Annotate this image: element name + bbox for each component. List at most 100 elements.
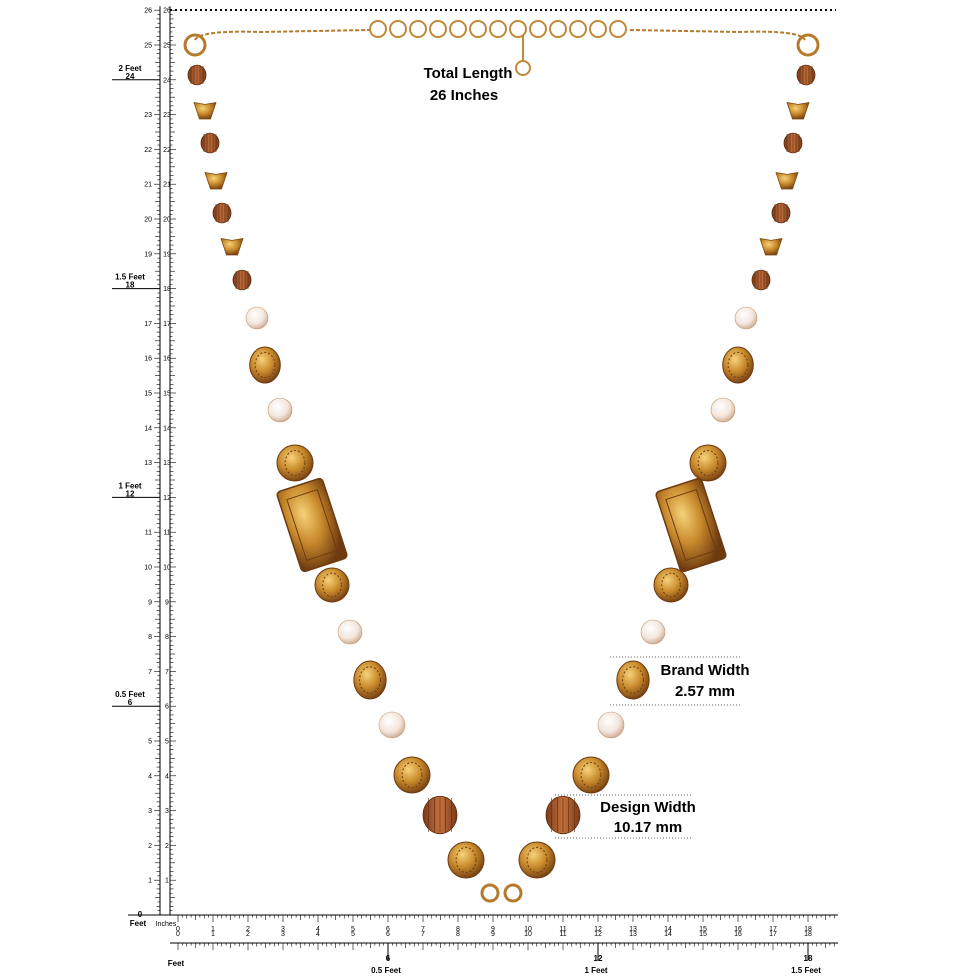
feet-inch: 6 (386, 954, 391, 963)
ruler-label: 25 (163, 43, 171, 50)
ball-bead (653, 567, 689, 603)
ruler-label: 1 (211, 926, 215, 933)
ruler-label: 13 (163, 460, 171, 467)
ruler-label: 20 (144, 217, 152, 224)
pearl-bead (378, 711, 406, 739)
ruler-label: 22 (163, 147, 171, 154)
ruler-label: 8 (456, 931, 460, 938)
ruler-label: 21 (163, 182, 171, 189)
ruler-label: 15 (699, 926, 707, 933)
ruler-label: 19 (163, 251, 171, 258)
pearl-bead (734, 306, 758, 330)
ruler-label: 10 (163, 565, 171, 572)
ruler-label: 12 (594, 926, 602, 933)
bead-pattern (359, 666, 381, 694)
ruler-label: 1 (165, 878, 169, 885)
feet-inch: 18 (804, 954, 813, 963)
feet-inch: 6 (128, 698, 133, 707)
ring (183, 33, 207, 57)
ruler-label: 2 (246, 931, 250, 938)
oval-bead (249, 346, 281, 384)
chain-link (509, 20, 527, 38)
ruler-label: 15 (144, 391, 152, 398)
ruler-label: 10 (524, 926, 532, 933)
lotus-bead (193, 101, 217, 120)
feet-label: 1.5 Feet (115, 273, 145, 282)
rect-bead (276, 477, 348, 573)
ruler-label: 13 (629, 931, 637, 938)
bead-pattern (284, 449, 306, 477)
lotus-bead (786, 101, 810, 120)
chain-link (589, 20, 607, 38)
zero-unit: Feet (130, 919, 147, 928)
ruler-label: 7 (165, 669, 169, 676)
ruler-label: 17 (769, 931, 777, 938)
chain-link (449, 20, 467, 38)
ruler-label: 0 (176, 931, 180, 938)
bead-pattern (401, 761, 423, 789)
feet-label: 0.5 Feet (115, 690, 145, 699)
rect-bead (655, 477, 727, 573)
annotation-label: Brand Width (660, 662, 749, 679)
feet-label: 0.5 Feet (371, 966, 401, 975)
ring (503, 883, 523, 903)
annotation-label: Total Length (424, 65, 513, 82)
ruler-label: 15 (699, 931, 707, 938)
ruler-label: 3 (281, 931, 285, 938)
feet-label: 1 Feet (584, 966, 607, 975)
ruler-label: 8 (148, 634, 152, 641)
bead-pattern (254, 351, 276, 379)
necklace (183, 20, 820, 903)
chain-link (529, 20, 547, 38)
ruler-label: 11 (145, 530, 152, 537)
ruler-label: 9 (148, 599, 152, 606)
ruler-label: 10 (524, 931, 532, 938)
rect-inner (286, 488, 338, 562)
chain-link (389, 20, 407, 38)
ruler-label: 16 (734, 926, 742, 933)
pearl-bead (337, 619, 363, 645)
ruler-label: 10 (144, 565, 152, 572)
ruler-label: 18 (804, 926, 812, 933)
ruler-label: 5 (351, 931, 355, 938)
ruler-label: 14 (664, 931, 672, 938)
pearl-bead (597, 711, 625, 739)
ruler-label: 17 (769, 926, 777, 933)
annotation-value: 2.57 mm (675, 683, 735, 700)
ruler-label: 24 (163, 77, 171, 84)
ruler-label: 4 (165, 773, 169, 780)
ring (480, 883, 500, 903)
ruler-label: 7 (421, 931, 425, 938)
ball-bead (447, 841, 485, 879)
ball-bead (393, 756, 431, 794)
bead-pattern (697, 449, 719, 477)
chain-link (369, 20, 387, 38)
ruler-label: 11 (559, 926, 566, 933)
ruler-label: 22 (144, 147, 152, 154)
ruler-label: 14 (664, 926, 672, 933)
pearl-bead (245, 306, 269, 330)
feet-inch: 12 (126, 489, 135, 498)
ruler-label: 9 (491, 931, 495, 938)
ruler-label: 18 (163, 286, 171, 293)
ruler-label: 0 (176, 926, 180, 933)
bead-pattern (526, 846, 548, 874)
chain (194, 29, 371, 41)
bead-pattern (455, 846, 477, 874)
ruler-label: 25 (144, 43, 152, 50)
ruler-label: 9 (491, 926, 495, 933)
feet-label: 1.5 Feet (791, 966, 821, 975)
bead-pattern (322, 572, 342, 598)
ruler-label: 11 (163, 530, 170, 537)
ruler-label: 20 (163, 217, 171, 224)
pearl-bead (640, 619, 666, 645)
lotus-bead (775, 171, 799, 190)
ruler-label: 3 (281, 926, 285, 933)
chain-link (469, 20, 487, 38)
chain (629, 29, 806, 41)
ruler-label: 23 (144, 112, 152, 119)
oval-bead (353, 660, 387, 700)
chain-link (609, 20, 627, 38)
ruler-label: 4 (316, 926, 320, 933)
bead-pattern (727, 351, 749, 379)
